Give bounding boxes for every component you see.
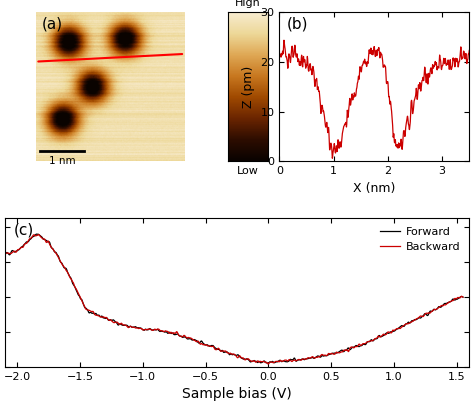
Text: (a): (a)	[42, 17, 63, 32]
Forward	[360, 342, 366, 347]
Backward	[36, 232, 42, 237]
Forward	[188, 336, 193, 341]
Backward	[460, 295, 466, 300]
Forward	[368, 337, 374, 342]
Backward	[188, 335, 193, 340]
Backward	[265, 361, 271, 366]
Text: (c): (c)	[14, 222, 34, 237]
Line: Backward: Backward	[5, 234, 463, 364]
Line: Forward: Forward	[5, 234, 463, 363]
X-axis label: Sample bias (V): Sample bias (V)	[182, 387, 292, 401]
Backward	[368, 338, 374, 343]
Y-axis label: Z (pm): Z (pm)	[242, 66, 255, 108]
Text: High: High	[235, 0, 260, 8]
Forward	[34, 232, 39, 236]
Backward	[49, 246, 55, 250]
Text: (b): (b)	[287, 17, 309, 32]
Legend: Forward, Backward: Forward, Backward	[377, 223, 464, 255]
Forward	[204, 342, 210, 347]
Text: Low: Low	[237, 166, 258, 176]
Forward	[265, 360, 271, 365]
X-axis label: X (nm): X (nm)	[353, 182, 395, 194]
Backward	[2, 251, 8, 256]
Text: 1 nm: 1 nm	[49, 156, 75, 166]
Backward	[360, 341, 366, 346]
Forward	[460, 295, 466, 300]
Forward	[318, 355, 323, 360]
Backward	[204, 343, 210, 348]
Forward	[49, 246, 55, 250]
Backward	[318, 353, 323, 358]
Forward	[2, 252, 8, 257]
